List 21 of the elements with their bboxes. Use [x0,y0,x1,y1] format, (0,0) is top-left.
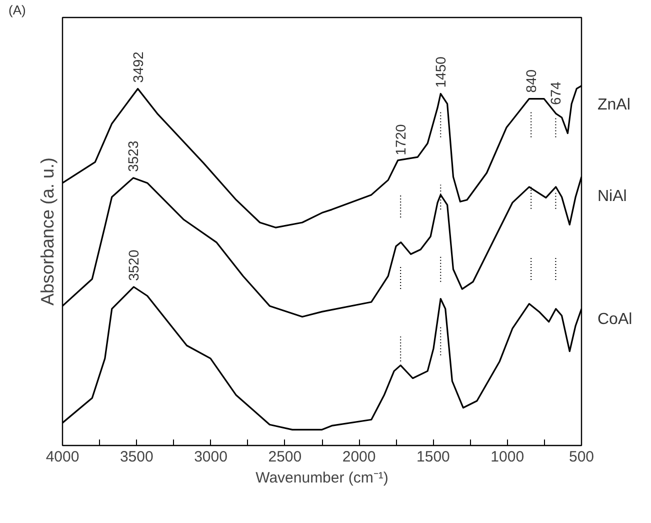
annotation: 1450 [432,56,449,88]
annotation: 1720 [392,124,409,156]
text: (A) [8,2,26,18]
series-label: NiAl [598,188,627,205]
x-tick-label: 3000 [194,448,228,466]
x-tick-label: 1000 [490,448,524,466]
x-tick-label: 2000 [342,448,376,466]
x-tick-label: 4000 [46,448,80,466]
annotation: 3492 [130,51,146,83]
series-label: CoAl [598,311,632,328]
x-axis-title: Wavenumber (cm⁻¹) [256,470,388,486]
x-tick-label: 1500 [416,448,450,466]
x-tick-label: 2500 [268,448,302,466]
annotation: 840 [523,69,540,93]
annotation: 3523 [125,140,142,172]
series-label: ZnAl [598,96,630,114]
x-tick-label: 500 [568,448,594,466]
annotation: 3520 [126,250,142,281]
x-tick-label: 3500 [120,448,154,466]
y-axis-title: Absorbance (a. u.) [38,157,58,306]
annotation: 674 [548,81,564,106]
